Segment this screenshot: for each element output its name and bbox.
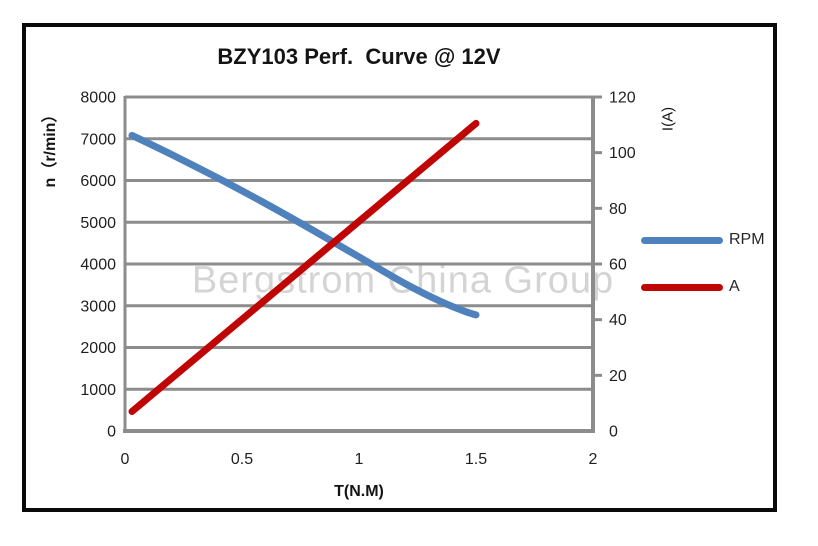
- legend-swatch-rpm: [641, 236, 723, 244]
- legend-item-a: A: [641, 277, 765, 297]
- legend-item-rpm: RPM: [641, 230, 765, 250]
- legend-label: RPM: [729, 231, 765, 248]
- legend: RPM A: [641, 230, 765, 297]
- chart-border: [22, 23, 777, 512]
- y-axis-label-left: n（r/min）: [42, 106, 59, 188]
- x-axis-label: T(N.M): [334, 483, 384, 500]
- legend-swatch-a: [641, 283, 723, 291]
- y-axis-label-right: I(A): [659, 106, 677, 132]
- legend-label: A: [729, 278, 740, 295]
- chart-title: BZY103 Perf. Curve @ 12V: [217, 44, 501, 69]
